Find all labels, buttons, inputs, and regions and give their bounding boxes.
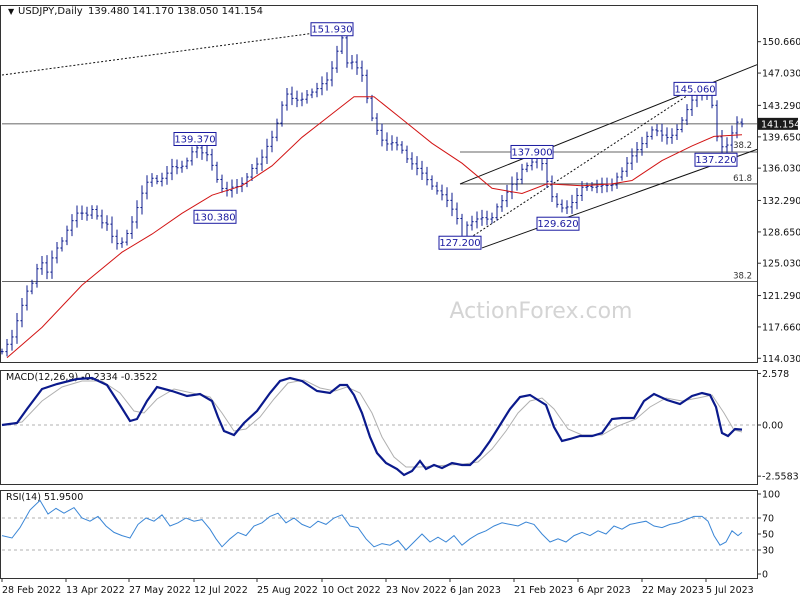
current-price-badge (758, 117, 798, 130)
panel-dropdown-icon[interactable]: ▼ (8, 7, 15, 16)
price-label: 139.370 (173, 132, 217, 147)
price-label-text: 137.220 (695, 155, 736, 166)
price-panel-frame (0, 5, 758, 363)
price-axis-label: 139.650 (762, 132, 800, 143)
x-axis-label: 28 Feb 2022 (2, 585, 61, 596)
price-axis-label: 150.660 (762, 37, 800, 48)
price-label-box (510, 144, 554, 159)
macd-signal-line (1, 379, 743, 468)
price-label-text: 151.930 (311, 25, 352, 36)
rsi-line (1, 499, 743, 551)
price-label: 130.380 (193, 209, 237, 224)
rsi-title: RSI(14) 51.9500 (6, 492, 83, 503)
x-axis-label: 23 Nov 2022 (386, 585, 447, 596)
x-axis-label: 6 Jan 2023 (450, 585, 501, 596)
price-label-box (673, 81, 717, 96)
rsi-axis-label: 50 (762, 530, 774, 541)
price-panel: 150.660 147.030 143.290 139.650 136.030 132.2… (0, 5, 800, 365)
fib-level-label: 38.2 (733, 141, 752, 151)
price-label-box (173, 132, 217, 147)
price-label-text: 145.060 (674, 84, 715, 95)
symbol-label: USDJPY,Daily (18, 6, 83, 17)
x-axis-label: 21 Feb 2023 (514, 585, 573, 596)
price-label: 145.060 (673, 81, 717, 96)
price-label-text: 139.370 (174, 135, 215, 146)
macd-line (1, 376, 743, 477)
price-axis-label: 136.030 (762, 164, 800, 175)
price-axis-label: 117.660 (762, 322, 800, 333)
rsi-panel: RSI(14) 51.9500 100 70 50 30 0 (0, 490, 780, 581)
fib-level-label: 61.8 (733, 174, 752, 184)
moving-average-line (6, 96, 743, 359)
macd-axis-label: -2.5583 (762, 472, 799, 483)
x-axis-label: 13 Apr 2022 (66, 585, 125, 596)
rsi-axis-label: 70 (762, 514, 774, 525)
x-axis-label: 25 Aug 2022 (257, 585, 318, 596)
macd-title: MACD(12,26,9) -0.2334 -0.3522 (6, 372, 158, 383)
x-axis-label: 22 May 2023 (642, 585, 704, 596)
x-axis-label: 27 May 2022 (129, 585, 191, 596)
price-axis-label: 128.650 (762, 227, 800, 238)
macd-axis-label: 2.578 (762, 369, 789, 380)
price-label-box (694, 152, 738, 167)
price-label: 151.930 (310, 22, 354, 37)
price-axis-label: 132.290 (762, 196, 800, 207)
price-label-text: 137.900 (511, 147, 552, 158)
price-label-box (193, 209, 237, 224)
macd-panel: MACD(12,26,9) -0.2334 -0.3522 2.578 0.00 -2… (0, 369, 799, 485)
price-label-box (536, 216, 580, 231)
rsi-axis-label: 100 (762, 490, 780, 501)
dotted-trendline (459, 90, 696, 245)
price-axis-label: 147.030 (762, 69, 800, 80)
rsi-axis-label: 0 (762, 570, 768, 581)
price-label: 129.620 (536, 216, 580, 231)
x-axis: 28 Feb 2022 13 Apr 2022 27 May 2022 12 Jul … (1, 578, 754, 596)
price-label: 127.200 (438, 235, 482, 250)
price-label-text: 127.200 (439, 238, 480, 249)
x-axis-label: 6 Apr 2023 (578, 585, 631, 596)
fib-level-label: 38.2 (733, 272, 752, 282)
price-axis-label: 121.290 (762, 291, 800, 302)
price-label-text: 130.380 (194, 212, 235, 223)
x-axis-label: 5 Jul 2023 (706, 585, 754, 596)
price-label: 137.220 (694, 152, 738, 167)
current-price-text: 141.154 (761, 119, 800, 130)
price-axis-label: 143.290 (762, 101, 800, 112)
price-label-box (438, 235, 482, 250)
macd-axis-label: 0.00 (762, 421, 783, 432)
dotted-trendline (1, 28, 344, 76)
x-axis-label: 12 Jul 2022 (194, 585, 248, 596)
price-label-text: 129.620 (537, 219, 578, 230)
watermark-text: ActionForex.com (450, 299, 633, 324)
rsi-axis-label: 30 (762, 546, 774, 557)
price-axis-label: 114.030 (762, 354, 800, 365)
price-label: 137.900 (510, 144, 554, 159)
price-label-box (310, 22, 354, 37)
x-axis-label: 10 Oct 2022 (322, 585, 381, 596)
macd-panel-frame (0, 370, 758, 485)
ohlc-values: 139.480 141.170 138.050 141.154 (88, 6, 263, 17)
price-axis-label: 125.030 (762, 259, 800, 270)
